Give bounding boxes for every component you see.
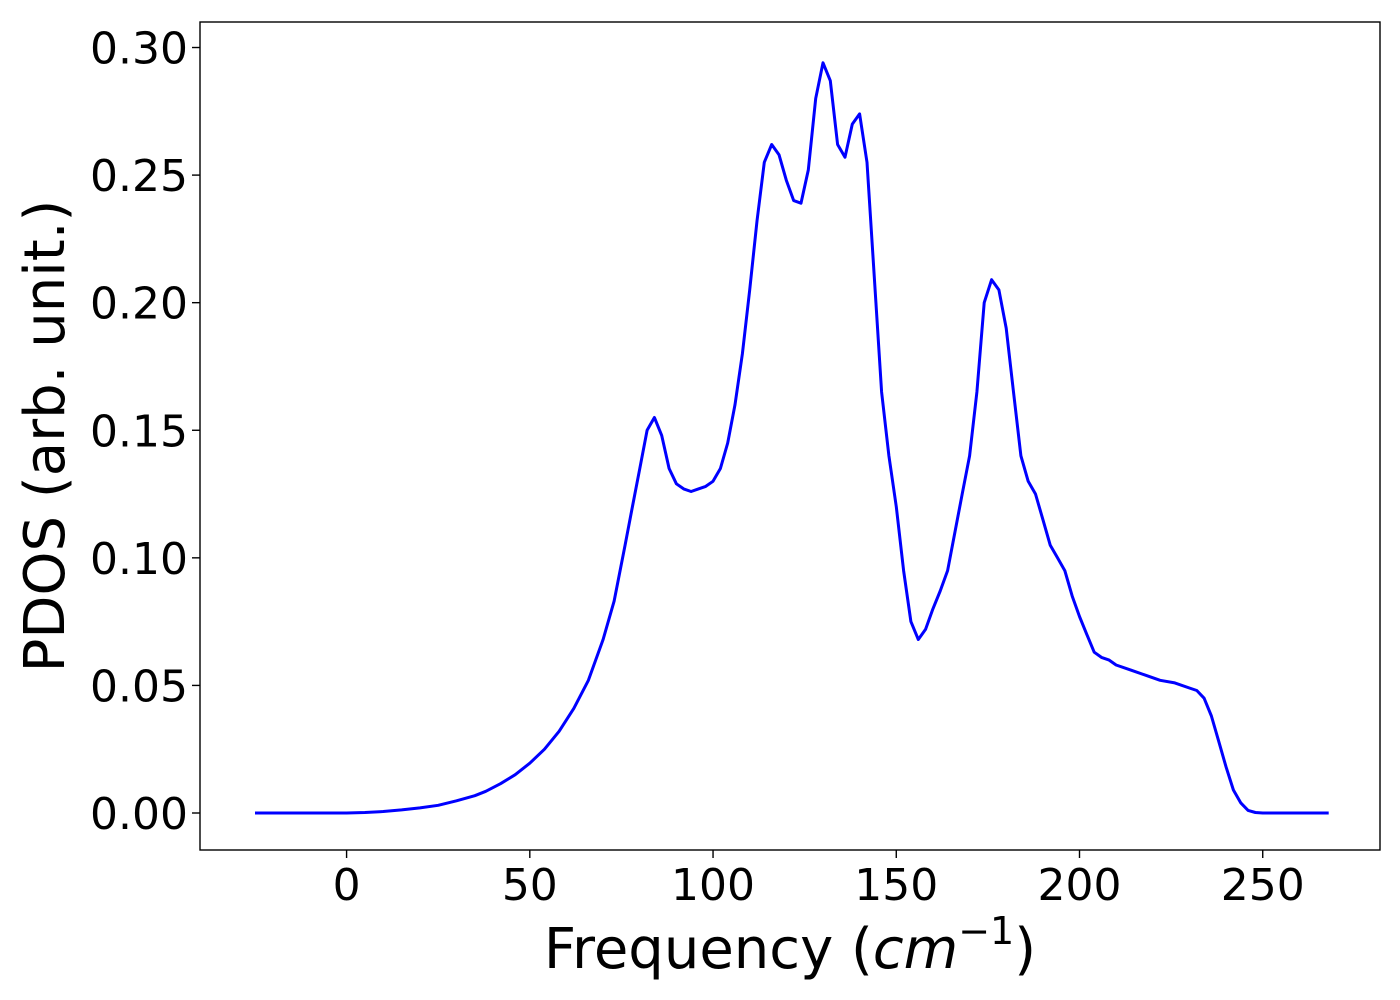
y-axis-ticks: 0.00 0.05 0.10 0.15 0.20 0.25 0.30 — [90, 24, 200, 840]
x-tick-label: 50 — [502, 860, 558, 911]
y-axis-label: PDOS (arb. unit.) — [13, 200, 78, 673]
x-axis-label-exponent: −1 — [958, 909, 1014, 953]
pdos-series-line — [255, 61, 1329, 815]
x-tick-label: 100 — [671, 860, 755, 911]
x-axis-label: Frequency (cm−1) — [544, 909, 1036, 982]
x-tick-label: 200 — [1038, 860, 1122, 911]
x-tick-label: 0 — [333, 860, 361, 911]
plot-area — [199, 21, 1381, 851]
y-tick-label: 0.30 — [90, 24, 188, 75]
x-tick-label: 250 — [1221, 860, 1305, 911]
x-axis-label-unit: cm — [873, 917, 958, 982]
y-tick-label: 0.00 — [90, 789, 188, 840]
y-tick-label: 0.20 — [90, 279, 188, 330]
y-tick-label: 0.05 — [90, 661, 188, 712]
x-axis-ticks: 0 50 100 150 200 250 — [333, 850, 1305, 911]
x-axis-label-close: ) — [1014, 917, 1036, 982]
y-tick-label: 0.15 — [90, 406, 188, 457]
x-axis-label-text: Frequency ( — [544, 917, 873, 982]
y-tick-label: 0.25 — [90, 151, 188, 202]
y-tick-label: 0.10 — [90, 534, 188, 585]
x-tick-label: 150 — [854, 860, 938, 911]
